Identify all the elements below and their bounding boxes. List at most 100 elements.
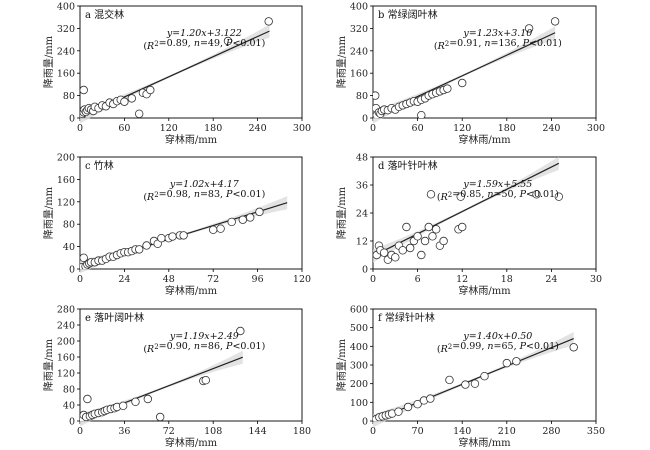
x-tick-label: 6 [415,274,421,285]
y-tick-label: 160 [57,353,75,364]
y-tick-label: 160 [57,69,75,80]
data-point [426,190,436,199]
data-point [120,97,129,106]
points-d [373,190,564,264]
panel-f: 0 70 140 210 280 350 0 100 200 300 400 500 600 穿林雨/mm… [335,305,605,450]
points-a [80,17,273,118]
data-point [445,375,454,385]
data-point [402,222,411,232]
stats-b: (R2=0.91, n=136, P<0.01) [434,38,562,52]
y-axis-label: 降雨量/mm [42,338,55,391]
y-tick-label: 280 [57,305,75,316]
x-tick-label: 144 [249,426,267,437]
x-tick-label: 18 [501,274,513,285]
panel-d: 0 6 12 18 24 30 0 12 24 36 48 穿林雨/mm 降雨量/mm d 落叶针叶林 y=… [335,153,602,298]
x-tick-label: 96 [252,274,264,285]
y-tick-label: 0 [69,265,75,276]
x-axis-label: 穿林雨/mm [165,436,218,449]
data-point [134,109,144,118]
x-tick-label: 180 [498,123,516,134]
x-tick-label: 24 [118,274,130,285]
data-point [403,402,413,412]
data-point [413,232,422,241]
y-tick-label: 80 [356,91,368,102]
data-point [80,253,88,262]
data-point [461,380,470,389]
y-tick-label: 80 [63,385,75,396]
x-axis-label: 穿林雨/mm [458,436,511,449]
y-tick-label: 40 [63,401,75,412]
x-tick-label: 240 [542,123,560,134]
panel-title-a: a 混交林 [85,8,124,21]
equation-c: y=1.02x+4.17 [169,179,240,190]
y-axis-label: 降雨量/mm [42,35,55,88]
data-point [80,85,88,95]
y-tick-label: 160 [350,69,368,80]
data-point [532,190,541,199]
data-point [118,401,128,410]
plot-frame-b [372,5,597,119]
x-tick-label: 210 [498,426,516,437]
y-tick-label: 0 [362,417,368,428]
data-point [216,224,225,233]
x-tick-label: 60 [118,123,130,134]
x-tick-label: 0 [77,274,83,285]
x-axis-label: 穿林雨/mm [165,284,218,297]
y-tick-label: 0 [69,417,75,428]
x-tick-label: 48 [163,274,175,285]
x-tick-label: 350 [587,426,605,437]
x-tick-label: 72 [207,274,219,285]
plot-frame-c [79,156,303,270]
data-point [420,236,430,246]
y-tick-label: 400 [57,2,75,13]
data-point [201,376,210,385]
y-tick-label: 400 [350,342,368,353]
y-tick-label: 200 [57,337,75,348]
stats-a: (R2=0.89, n=49, P<0.01) [143,38,265,52]
data-point [208,225,218,234]
x-tick-label: 180 [204,123,222,134]
data-point [456,192,465,201]
panel-title-b: b 常绿阔叶林 [378,8,438,21]
panel-c: 0 24 48 72 96 120 0 40 80 120 160 200 穿林雨/mm 降雨量/mm c … [42,153,311,298]
y-tick-label: 12 [356,237,368,248]
x-tick-label: 300 [587,123,605,134]
data-point [405,243,415,253]
x-tick-label: 120 [453,123,471,134]
panel-title-c: c 竹林 [85,159,114,172]
data-point [179,231,188,240]
y-tick-label: 0 [362,265,368,276]
x-tick-label: 12 [456,274,468,285]
equation-b: y=1.23x+3.10 [462,28,532,39]
y-tick-label: 0 [69,114,75,125]
y-tick-label: 40 [63,242,75,253]
stats-f: (R2=0.99, n=65, P<0.01) [437,341,559,355]
data-point [127,94,136,103]
data-point [417,111,426,118]
x-tick-label: 70 [412,426,424,437]
y-tick-label: 320 [350,24,368,35]
data-point [379,248,389,257]
data-point [428,232,437,241]
y-tick-label: 240 [350,46,368,57]
y-axis-label: 降雨量/mm [335,186,348,239]
data-point [391,253,400,262]
x-axis-label: 穿林雨/mm [165,133,218,146]
data-point [143,394,153,404]
x-tick-label: 60 [412,123,424,134]
data-point [502,358,511,368]
x-tick-label: 24 [545,274,557,285]
points-f [373,343,578,421]
x-axis-label: 穿林雨/mm [458,284,511,297]
plot-frame-a [79,5,303,119]
points-c [80,207,264,269]
data-point [424,222,433,232]
data-point [443,84,452,93]
y-tick-label: 200 [350,379,368,390]
equation-e: y=1.19x+2.49 [169,331,239,342]
data-point [255,207,264,217]
points-b [373,17,560,118]
data-point [439,236,448,246]
data-point [426,394,435,403]
